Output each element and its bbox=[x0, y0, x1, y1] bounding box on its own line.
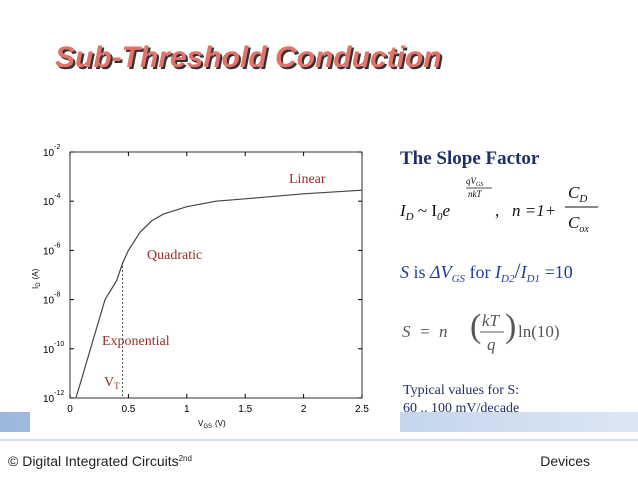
f: S = n bbox=[402, 322, 447, 341]
f: V bbox=[198, 419, 204, 428]
f: GS bbox=[476, 182, 483, 188]
formula-part: ID ~ I0e bbox=[399, 201, 450, 223]
f: D bbox=[405, 211, 414, 223]
f: Cox bbox=[568, 213, 589, 235]
f: for bbox=[465, 262, 495, 282]
f: / bbox=[514, 258, 521, 283]
y-tick-base: 10 bbox=[43, 345, 55, 356]
y-tick-exp: -6 bbox=[54, 242, 60, 249]
formula-id: ID ~ I0e qVGS nkT , n =1+ CD Cox bbox=[399, 176, 598, 235]
f: D2 bbox=[500, 273, 515, 285]
f: I bbox=[31, 287, 40, 289]
f: S bbox=[400, 262, 409, 282]
x-tick-label: 0 bbox=[67, 404, 73, 415]
formula-s: S = n ( kT q ) ln(10) bbox=[402, 308, 560, 354]
f: GS bbox=[452, 273, 466, 285]
f: Exponential bbox=[102, 334, 170, 349]
y-tick-label: 10-4 bbox=[43, 193, 60, 208]
y-tick-exp: -12 bbox=[54, 390, 64, 397]
footer-left: © Digital Integrated Circuits2nd bbox=[8, 453, 192, 469]
f: =10 bbox=[540, 262, 573, 282]
f: 2nd bbox=[179, 454, 192, 463]
annotation: VT bbox=[104, 375, 120, 391]
f: GS bbox=[203, 424, 212, 430]
f: I bbox=[494, 262, 502, 282]
y-tick-base: 10 bbox=[43, 394, 55, 405]
y-tick-label: 10-8 bbox=[43, 292, 60, 307]
plot-frame bbox=[69, 151, 363, 399]
f: © Digital Integrated Circuits bbox=[8, 453, 179, 469]
y-tick-base: 10 bbox=[43, 148, 55, 159]
f: D bbox=[36, 282, 42, 287]
f: e bbox=[442, 201, 450, 220]
slide-title: Sub-Threshold Conduction bbox=[55, 41, 442, 74]
y-tick-base: 10 bbox=[43, 296, 55, 307]
footer-right: Devices bbox=[540, 453, 590, 469]
f: 0 bbox=[437, 211, 443, 223]
f: (A) bbox=[31, 268, 40, 279]
f: Linear bbox=[289, 172, 326, 187]
s-def: S is ΔVGS for ID2/ID1 =10 bbox=[400, 258, 573, 285]
chart-bg bbox=[30, 130, 400, 432]
f: Quadratic bbox=[147, 248, 202, 263]
f: I bbox=[520, 262, 528, 282]
y-tick-exp: -8 bbox=[54, 292, 60, 299]
title-shadow: Sub-Threshold Conduction bbox=[57, 43, 444, 76]
x-tick-label: 2.5 bbox=[355, 404, 369, 415]
f: q bbox=[487, 335, 496, 354]
f: ox bbox=[579, 224, 589, 235]
f: , bbox=[495, 201, 499, 220]
f: V bbox=[104, 375, 114, 390]
annotation: Linear bbox=[289, 172, 326, 187]
curve bbox=[75, 189, 363, 399]
x-tick-label: 1.5 bbox=[238, 404, 252, 415]
y-tick-base: 10 bbox=[43, 197, 55, 208]
x-axis-label: VGS (V) bbox=[198, 419, 226, 430]
f: qVGS bbox=[466, 176, 483, 188]
f: ~ I bbox=[414, 201, 438, 220]
paren: ) bbox=[505, 308, 516, 345]
paren: ( bbox=[470, 308, 481, 345]
x-tick-label: 1 bbox=[184, 404, 190, 415]
f: is bbox=[409, 262, 430, 282]
f: T bbox=[114, 381, 120, 391]
y-tick-label: 10-10 bbox=[43, 341, 64, 356]
y-tick-exp: -2 bbox=[54, 144, 60, 151]
f: nkT bbox=[468, 189, 482, 199]
f: ln(10) bbox=[518, 322, 560, 341]
y-tick-label: 10-2 bbox=[43, 144, 60, 159]
f: D bbox=[578, 193, 587, 205]
y-tick-exp: -4 bbox=[54, 193, 60, 200]
y-tick-label: 10-12 bbox=[43, 390, 64, 405]
y-tick-base: 10 bbox=[43, 246, 55, 257]
f: I bbox=[399, 201, 407, 220]
y-tick-label: 10-6 bbox=[43, 242, 60, 257]
f: kT bbox=[482, 311, 501, 330]
typical: Typical values for S: bbox=[403, 383, 519, 398]
f: C bbox=[568, 183, 580, 202]
f: n =1+ bbox=[512, 201, 556, 220]
f: C bbox=[568, 213, 580, 232]
typical: 60 .. 100 mV/decade bbox=[403, 401, 519, 416]
annotation: Quadratic bbox=[147, 248, 202, 263]
x-tick-label: 2 bbox=[301, 404, 307, 415]
f: qV bbox=[466, 176, 478, 186]
annotation: Exponential bbox=[102, 334, 170, 349]
f: CD bbox=[568, 183, 587, 205]
slope-heading: The Slope Factor bbox=[400, 148, 540, 169]
y-axis-label: ID (A) bbox=[31, 268, 42, 289]
f: (V) bbox=[215, 419, 226, 428]
y-tick-exp: -10 bbox=[54, 341, 64, 348]
f: D1 bbox=[526, 273, 540, 285]
x-tick-label: 0.5 bbox=[121, 404, 135, 415]
f: ΔV bbox=[429, 262, 454, 282]
